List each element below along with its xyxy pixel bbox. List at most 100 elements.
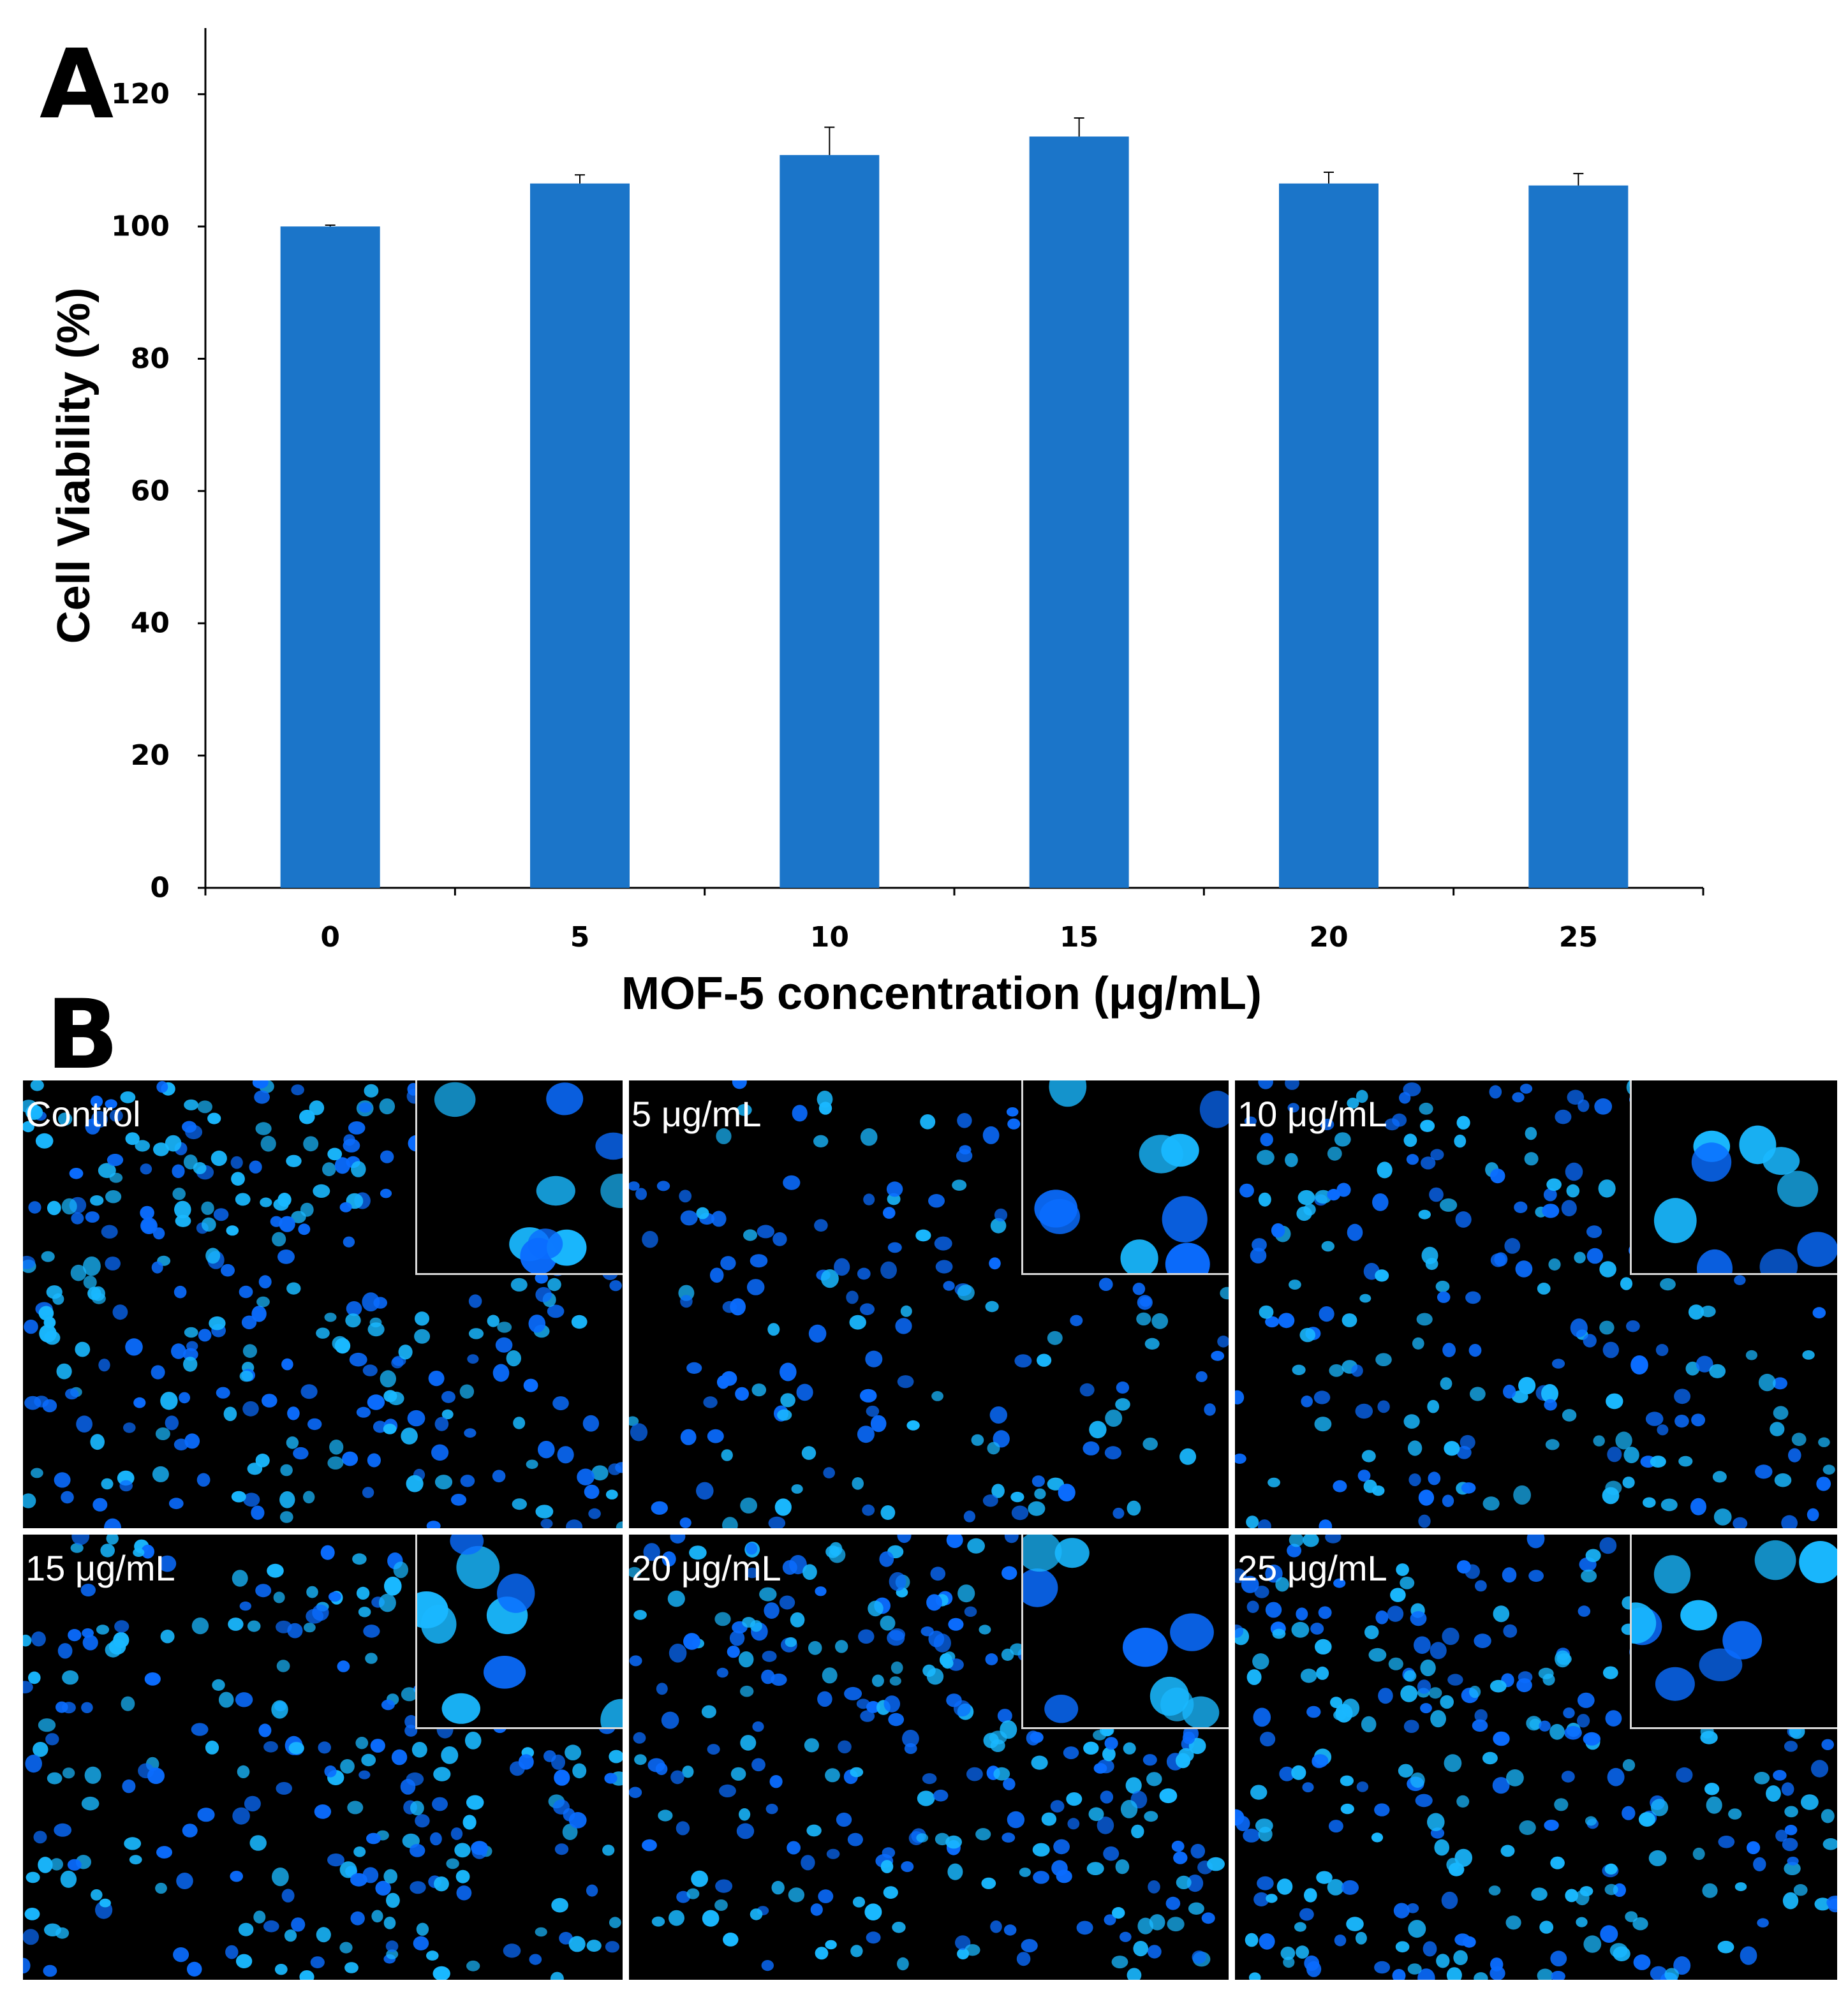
nucleus	[572, 1763, 587, 1779]
nucleus	[900, 1305, 912, 1317]
nucleus	[933, 1789, 949, 1802]
x-axis-title: MOF-5 concentration (μg/mL)	[621, 968, 1262, 1019]
nucleus	[101, 1478, 114, 1490]
nucleus	[1538, 1667, 1554, 1679]
nucleus	[304, 1623, 316, 1633]
nucleus	[153, 1142, 169, 1156]
nucleus	[138, 1763, 154, 1779]
nucleus	[670, 1770, 684, 1785]
nucleus	[105, 1642, 121, 1658]
nucleus	[722, 1517, 738, 1528]
nucleus	[45, 1733, 59, 1746]
nucleus	[1427, 1399, 1440, 1413]
nucleus	[1717, 1940, 1734, 1954]
nucleus	[26, 1871, 40, 1883]
nucleus	[65, 1388, 79, 1400]
nucleus	[1123, 1742, 1136, 1755]
x-tick-label: 20	[1309, 921, 1348, 954]
nucleus	[242, 1401, 259, 1417]
nucleus	[141, 1544, 154, 1559]
nucleus	[1706, 1796, 1722, 1814]
nucleus	[526, 1459, 538, 1470]
nucleus	[1446, 1967, 1462, 1980]
nucleus	[946, 1535, 963, 1549]
nucleus	[957, 1113, 972, 1128]
nucleus	[767, 1323, 780, 1336]
nucleus	[1577, 1692, 1595, 1708]
nucleus	[1296, 1206, 1312, 1221]
nucleus	[738, 1651, 754, 1668]
nucleus	[31, 1468, 43, 1478]
nucleus	[23, 1681, 33, 1693]
nucleus	[863, 1193, 875, 1205]
nucleus	[1418, 1489, 1435, 1506]
nucleus	[1252, 1653, 1269, 1670]
nucleus	[1148, 1880, 1160, 1894]
nucleus	[1294, 1922, 1306, 1932]
nucleus	[62, 1767, 75, 1779]
nucleus	[554, 1843, 569, 1855]
nucleus	[1488, 1885, 1501, 1896]
nucleus	[902, 1730, 919, 1748]
nucleus	[83, 1276, 97, 1289]
nucleus	[84, 1766, 101, 1784]
nucleus	[943, 1281, 955, 1291]
bar	[780, 155, 880, 888]
nucleus	[415, 1814, 430, 1828]
nucleus	[107, 1154, 124, 1167]
nucleus	[1472, 1719, 1488, 1732]
nucleus	[92, 1498, 108, 1512]
nucleus	[348, 1121, 366, 1135]
nucleus	[1320, 1119, 1334, 1130]
inset-nuclei	[1034, 1080, 1229, 1273]
nucleus	[249, 1835, 267, 1851]
nucleus	[730, 1767, 746, 1781]
nucleus	[61, 1198, 77, 1215]
nucleus	[320, 1545, 335, 1560]
nucleus	[1475, 1580, 1487, 1592]
nucleus	[762, 1651, 777, 1662]
nucleus	[1007, 1118, 1021, 1130]
nucleus	[1548, 1258, 1561, 1271]
nucleus	[858, 1629, 875, 1644]
nucleus	[300, 1202, 314, 1217]
nucleus	[1289, 1535, 1304, 1547]
nucleus	[1374, 1803, 1390, 1816]
nucleus	[213, 1208, 229, 1221]
nucleus	[739, 1808, 751, 1821]
nucleus	[1265, 1565, 1283, 1583]
nucleus	[263, 1920, 279, 1933]
nucleus	[267, 1563, 284, 1578]
nucleus	[174, 1285, 187, 1299]
nucleus	[1650, 1799, 1669, 1816]
nucleus	[1605, 1710, 1622, 1727]
nucleus	[772, 1232, 787, 1246]
nucleus	[895, 1318, 912, 1334]
nucleus	[307, 1418, 322, 1431]
nucleus	[1028, 1501, 1046, 1516]
nucleus	[158, 1555, 177, 1572]
nucleus	[414, 1329, 431, 1344]
nucleus	[276, 1781, 293, 1795]
nucleus	[459, 1384, 475, 1399]
nucleus	[1001, 1648, 1014, 1661]
nucleus	[857, 1267, 871, 1280]
nucleus	[1171, 1840, 1185, 1852]
nucleus	[1791, 1433, 1807, 1447]
nucleus	[788, 1887, 805, 1903]
nucleus	[1414, 1636, 1431, 1654]
nucleus	[156, 1846, 172, 1859]
nucleus	[1456, 1116, 1470, 1130]
nucleus	[99, 1898, 111, 1908]
nucleus	[957, 1285, 975, 1301]
nucleus	[1328, 1820, 1343, 1833]
nucleus	[1544, 1399, 1557, 1411]
nucleus	[1570, 1318, 1588, 1337]
nucleus	[1067, 1818, 1080, 1830]
nucleus	[1828, 1898, 1837, 1913]
nucleus	[1014, 1354, 1032, 1367]
nucleus	[1390, 1588, 1406, 1602]
nucleus	[948, 1617, 964, 1631]
nucleus	[655, 1762, 668, 1776]
zoom-inset	[1021, 1535, 1229, 1729]
